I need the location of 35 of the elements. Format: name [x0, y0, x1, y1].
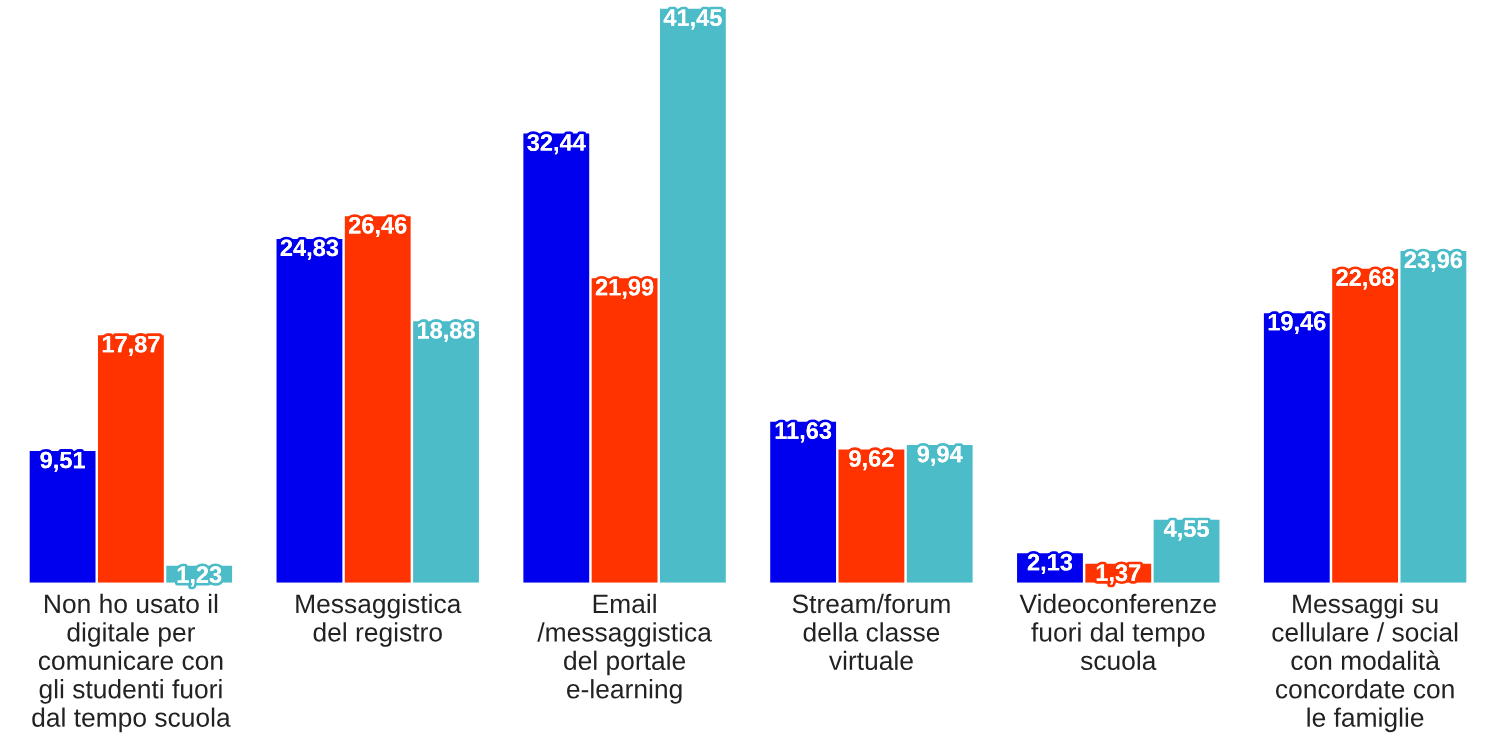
bar	[1332, 268, 1399, 583]
data-label: 9,62	[849, 450, 894, 471]
bar	[523, 133, 590, 583]
data-label: 9,51	[40, 451, 85, 472]
data-label: 22,68	[1336, 269, 1394, 290]
data-label: 19,46	[1268, 313, 1326, 335]
x-tick-label: Messaggistica del registro	[296, 593, 462, 647]
data-label: 23,96	[1404, 251, 1463, 272]
data-label: 41,45	[663, 9, 722, 30]
data-label: 1,37	[1096, 564, 1141, 585]
x-tick-label: Email /messaggistica del portale e-learning	[537, 593, 712, 704]
bar	[906, 445, 973, 583]
data-label: 32,44	[527, 134, 586, 155]
bar	[413, 321, 479, 583]
data-label: 1,23	[177, 566, 222, 587]
data-label: 17,87	[102, 335, 160, 357]
data-label: 24,83	[280, 239, 339, 260]
data-label: 11,63	[775, 422, 832, 443]
x-tick-label: Videoconferenze fuori dal tempo scuola	[1019, 593, 1216, 671]
bar	[97, 335, 164, 583]
x-tick-label: Non ho usato il digitale per comunicare con gli studenti fuori dal tempo scuola	[32, 593, 231, 733]
x-tick-label: Messaggi su cellulare / social con modalità concordate con le famiglie	[1272, 593, 1458, 733]
bar	[1400, 250, 1467, 583]
data-label: 4,55	[1163, 520, 1209, 541]
data-label: 9,94	[917, 445, 963, 466]
data-label: 26,46	[349, 216, 407, 238]
data-label: 2,13	[1027, 553, 1073, 574]
bar	[276, 238, 343, 583]
data-label: 21,99	[595, 278, 654, 299]
bar	[659, 8, 726, 583]
bar	[1263, 313, 1330, 583]
data-label: 18,88	[417, 321, 475, 343]
bar	[591, 278, 658, 583]
x-tick-label: Stream/forum della classe virtuale	[792, 593, 950, 671]
bar	[344, 216, 411, 583]
